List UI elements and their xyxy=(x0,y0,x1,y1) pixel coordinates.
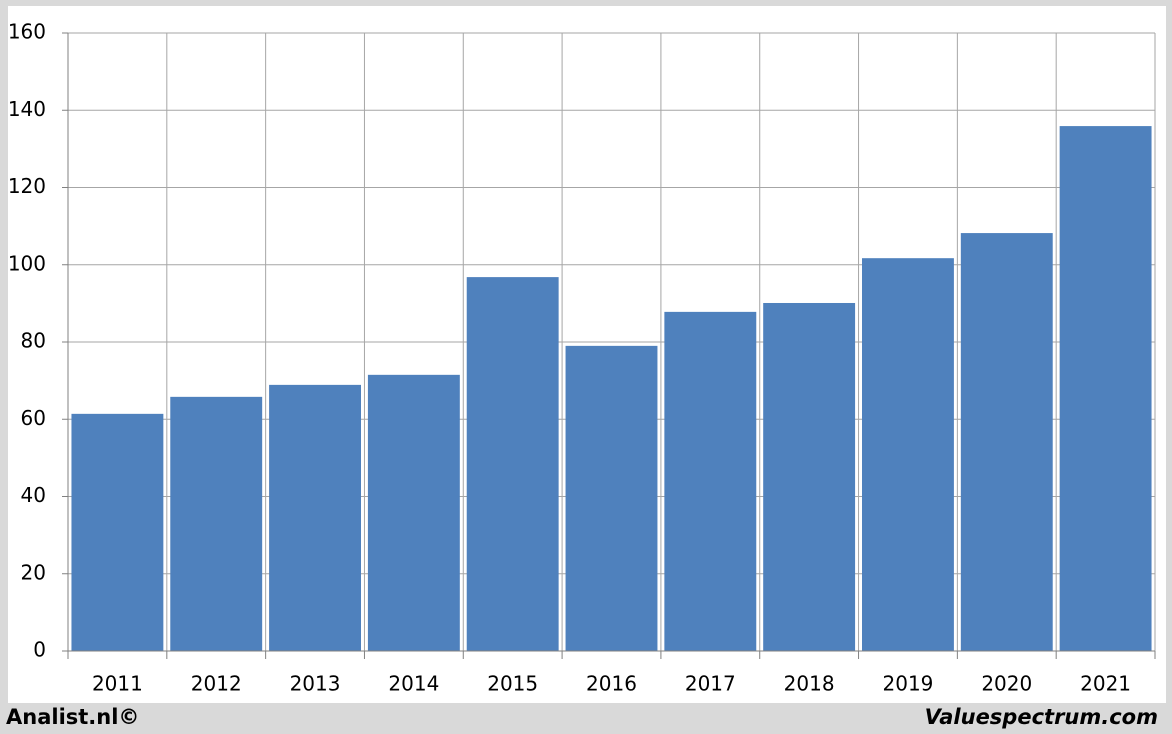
bar xyxy=(960,233,1053,651)
x-tick-label: 2015 xyxy=(487,672,538,696)
y-tick-label: 120 xyxy=(8,174,46,198)
y-tick-label: 160 xyxy=(8,20,46,44)
x-tick-label: 2017 xyxy=(685,672,736,696)
y-tick-label: 80 xyxy=(21,329,46,353)
bar xyxy=(763,302,856,651)
x-tick-label: 2013 xyxy=(290,672,341,696)
y-tick-label: 20 xyxy=(21,560,46,584)
bar xyxy=(862,258,954,651)
x-tick-label: 2011 xyxy=(92,672,143,696)
x-tick-label: 2016 xyxy=(586,672,637,696)
x-tick-label: 2020 xyxy=(981,672,1032,696)
y-tick-label: 0 xyxy=(33,638,46,662)
bar xyxy=(1059,126,1152,652)
y-tick-label: 40 xyxy=(21,483,46,507)
bar xyxy=(466,277,559,651)
bar xyxy=(664,311,757,651)
bar xyxy=(269,384,361,651)
bar xyxy=(71,413,164,651)
bar xyxy=(367,374,460,651)
bar xyxy=(565,345,658,651)
footer-left: Analist.nl© xyxy=(6,705,139,729)
bar xyxy=(170,396,263,651)
y-tick-label: 100 xyxy=(8,251,46,275)
x-tick-label: 2014 xyxy=(388,672,439,696)
y-tick-label: 140 xyxy=(8,97,46,121)
footer-right: Valuespectrum.com xyxy=(925,705,1158,729)
x-tick-label: 2018 xyxy=(784,672,835,696)
y-tick-label: 60 xyxy=(21,406,46,430)
x-tick-label: 2021 xyxy=(1080,672,1131,696)
x-tick-label: 2012 xyxy=(191,672,242,696)
x-tick-label: 2019 xyxy=(883,672,934,696)
